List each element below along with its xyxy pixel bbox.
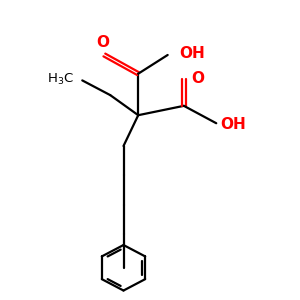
Text: OH: OH [179, 46, 205, 61]
Text: O: O [96, 35, 110, 50]
Text: H$_3$C: H$_3$C [46, 71, 74, 87]
Text: OH: OH [221, 117, 246, 132]
Text: O: O [191, 71, 204, 86]
